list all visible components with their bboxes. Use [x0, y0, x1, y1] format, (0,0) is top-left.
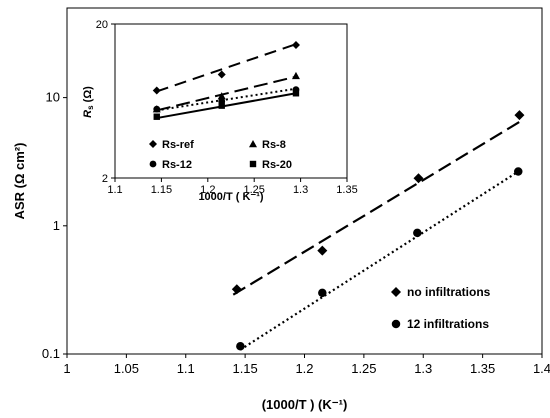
legend-label: no infiltrations — [407, 285, 491, 299]
trend-line — [156, 75, 297, 112]
x-tick-label: 1.35 — [470, 361, 495, 376]
inset-plot-frame — [114, 23, 348, 179]
data-point — [153, 113, 160, 120]
series-12-infiltrations — [236, 167, 523, 351]
inset-series-rs-20 — [153, 90, 300, 120]
inset-legend-label: Rs-20 — [262, 159, 292, 171]
data-point — [413, 228, 422, 238]
inset-x-tick-label: 1.1 — [107, 184, 122, 196]
inset-legend-label: Rs-ref — [162, 139, 194, 151]
y-tick-label: 1 — [53, 218, 60, 233]
y-tick-label: 10 — [46, 90, 60, 105]
inset-legend-label: Rs-12 — [162, 159, 192, 171]
inset-chart: 1.1 1.15 1.2 1.25 1.3 1.35 2 20 1000/T ( K⁻¹) Rs … — [80, 17, 366, 207]
inset-x-tick-label: 1.25 — [243, 184, 264, 196]
data-point — [291, 41, 300, 50]
x-tick-label: 1.25 — [351, 361, 376, 376]
legend-label: 12 infiltrations — [407, 317, 489, 331]
data-point — [152, 86, 161, 95]
y-axis-title: ASR (Ω cm²) — [12, 143, 27, 220]
inset-legend-marker — [249, 160, 257, 168]
trend-line — [156, 43, 297, 93]
inset-legend-marker — [149, 160, 157, 168]
data-point — [217, 70, 226, 79]
data-point — [514, 167, 523, 176]
data-point — [231, 284, 242, 295]
data-point — [236, 341, 245, 351]
trend-line — [156, 87, 297, 112]
data-point — [413, 173, 424, 184]
data-point — [291, 71, 300, 80]
inset-legend-marker — [149, 140, 157, 148]
trend-line — [156, 92, 297, 120]
legend-marker — [391, 319, 401, 329]
inset-y-tick-label: 20 — [96, 19, 108, 31]
x-axis-title: (1000/T ) (K⁻¹) — [262, 397, 348, 412]
x-tick-label: 1.05 — [114, 361, 139, 376]
inset-background — [80, 17, 366, 207]
legend-marker — [391, 287, 401, 297]
data-point — [292, 90, 300, 97]
trend-line — [232, 118, 525, 296]
inset-legend: Rs-ref Rs-8 Rs-12 Rs-20 — [149, 139, 292, 171]
data-point — [317, 245, 328, 256]
inset-x-tick-label: 1.3 — [293, 184, 308, 196]
inset-legend-marker — [249, 140, 257, 148]
inset-y-axis-title: Rs (Ω) — [82, 86, 95, 118]
x-tick-label: 1.15 — [232, 361, 257, 376]
inset-y-tick-label: 2 — [102, 173, 108, 185]
inset-series-rs-ref — [152, 41, 300, 95]
x-tick-label: 1 — [63, 361, 70, 376]
x-tick-label: 1.2 — [295, 361, 313, 376]
data-point — [318, 288, 327, 298]
x-tick-label: 1.3 — [414, 361, 432, 376]
inset-x-axis-title: 1000/T ( K⁻¹) — [198, 191, 263, 203]
trend-line — [239, 170, 519, 351]
data-point — [153, 105, 161, 113]
x-tick-label: 1.1 — [177, 361, 195, 376]
data-point — [217, 92, 226, 100]
x-tick-label: 1.4 — [533, 361, 550, 376]
inset-x-tick-label: 1.15 — [151, 184, 172, 196]
inset-legend-label: Rs-8 — [262, 139, 286, 151]
series-no-infiltrations — [231, 110, 525, 296]
main-chart: 1 1.05 1.1 1.15 1.2 1.25 1.3 1.35 1.40.1110(1000… — [12, 7, 550, 412]
data-point — [514, 110, 525, 121]
y-tick-label: 0.1 — [42, 346, 60, 361]
legend: no infiltrations 12 infiltrations — [391, 285, 491, 331]
data-point — [218, 102, 225, 109]
inset-x-tick-label: 1.35 — [336, 184, 357, 196]
inset-x-tick-label: 1.2 — [200, 184, 215, 196]
